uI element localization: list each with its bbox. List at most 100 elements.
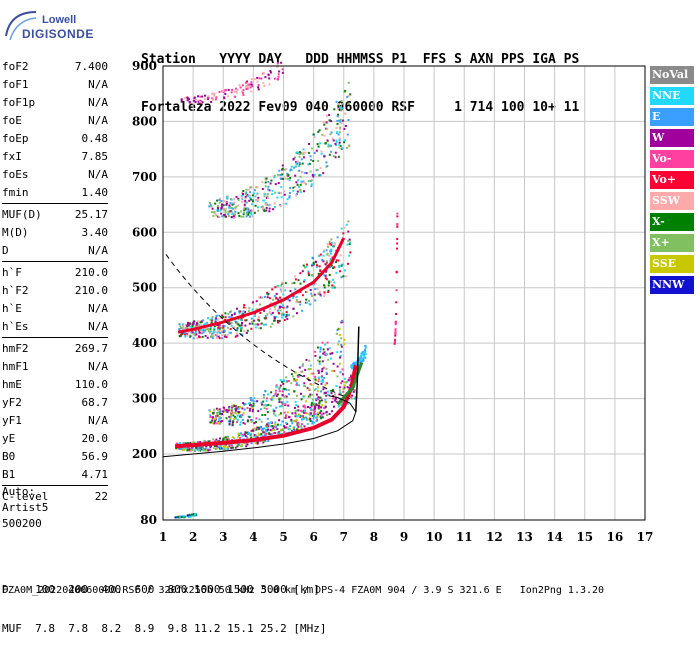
echo-point xyxy=(220,212,223,215)
param-row: h`F 210.0 xyxy=(2,264,108,282)
echo-point xyxy=(318,174,321,177)
echo-point xyxy=(319,350,322,353)
echo-point xyxy=(239,423,242,426)
echo-point xyxy=(290,382,293,385)
echo-point xyxy=(336,236,339,239)
echo-point xyxy=(308,162,311,165)
echo-point xyxy=(310,412,313,415)
echo-point xyxy=(296,190,299,193)
echo-point xyxy=(273,432,276,434)
echo-point xyxy=(217,209,220,212)
echo-point xyxy=(275,406,278,409)
echo-point xyxy=(230,414,232,417)
echo-point xyxy=(304,172,307,174)
echo-point xyxy=(209,416,212,418)
echo-point xyxy=(317,406,320,409)
echo-point xyxy=(279,296,281,299)
echo-point xyxy=(254,326,257,329)
x-tick-label: 16 xyxy=(607,530,624,544)
echo-point xyxy=(288,299,291,302)
echo-point xyxy=(341,380,344,383)
echo-point xyxy=(322,352,325,355)
echo-point xyxy=(393,342,396,345)
echo-point xyxy=(284,316,287,318)
echo-point xyxy=(241,84,244,87)
echo-point xyxy=(241,198,244,200)
echo-point xyxy=(279,379,282,382)
echo-point xyxy=(213,444,216,447)
echo-point xyxy=(230,324,233,327)
echo-point xyxy=(320,390,322,393)
echo-point xyxy=(211,97,214,100)
echo-point xyxy=(395,271,398,274)
echo-point xyxy=(215,407,218,410)
echo-point xyxy=(291,282,294,285)
echo-point xyxy=(239,210,242,213)
echo-point xyxy=(294,400,297,403)
echo-point xyxy=(227,210,230,213)
echo-point xyxy=(396,242,399,245)
echo-point xyxy=(219,422,222,425)
echo-point xyxy=(274,423,277,426)
echo-point xyxy=(276,320,279,322)
echo-point xyxy=(206,440,209,443)
param-row: MUF(D) 25.17 xyxy=(2,206,108,224)
echo-point xyxy=(314,402,317,405)
echo-point xyxy=(328,254,331,257)
echo-point xyxy=(243,209,246,212)
echo-point xyxy=(308,359,311,362)
trace-lines xyxy=(162,237,364,458)
echo-point xyxy=(236,307,238,310)
echo-point xyxy=(265,206,268,209)
echo-point xyxy=(301,370,304,373)
echo-point xyxy=(221,314,223,317)
echo-point xyxy=(329,266,332,269)
echo-point xyxy=(285,306,288,309)
echo-point xyxy=(317,272,320,275)
echo-point xyxy=(216,409,219,412)
echo-point xyxy=(362,352,365,354)
param-value: 68.7 xyxy=(81,396,109,409)
echo-point xyxy=(340,276,343,279)
echo-point xyxy=(327,145,330,148)
echo-point xyxy=(234,216,236,219)
echo-point xyxy=(210,205,213,208)
echo-point xyxy=(215,415,217,418)
echo-point xyxy=(294,413,297,416)
echo-point xyxy=(275,385,278,388)
echo-point xyxy=(210,330,213,333)
echo-point xyxy=(238,312,241,315)
echo-point xyxy=(310,274,313,277)
echo-point xyxy=(340,382,343,385)
echo-point xyxy=(293,390,296,393)
echo-point xyxy=(235,332,238,335)
echo-point xyxy=(276,196,279,199)
echo-point xyxy=(192,513,195,516)
echo-point xyxy=(179,325,182,328)
echo-point xyxy=(324,398,327,401)
echo-point xyxy=(200,448,203,451)
echo-point xyxy=(336,119,339,122)
echo-point xyxy=(338,137,341,140)
echo-point xyxy=(322,388,325,391)
echo-point xyxy=(323,155,326,158)
echo-point xyxy=(322,412,325,415)
echo-point xyxy=(199,100,201,103)
echo-point xyxy=(248,322,251,325)
echo-point xyxy=(340,344,343,346)
echo-point xyxy=(264,178,267,181)
echo-point xyxy=(336,365,339,368)
echo-point xyxy=(224,334,227,337)
echo-point xyxy=(265,209,268,212)
echo-point xyxy=(289,290,292,292)
echo-point xyxy=(248,199,251,202)
echo-point xyxy=(324,263,327,266)
echo-point xyxy=(283,425,286,428)
echo-point xyxy=(306,263,308,266)
echo-point xyxy=(227,420,230,423)
echo-point xyxy=(327,358,330,361)
echo-point xyxy=(315,397,318,400)
echo-point xyxy=(216,199,219,202)
echo-point xyxy=(354,363,357,365)
echo-point xyxy=(284,395,287,398)
